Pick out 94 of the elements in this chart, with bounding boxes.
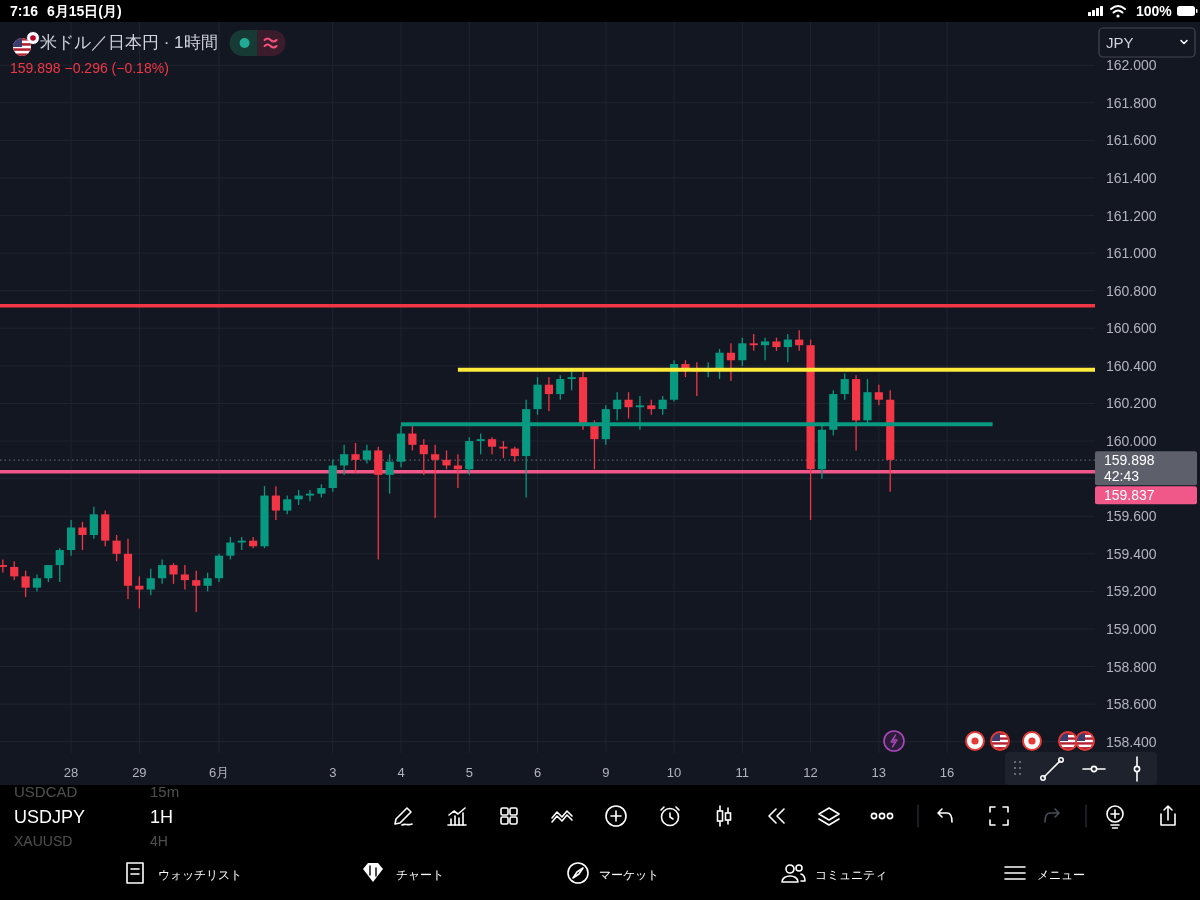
y-tick-label: 159.000 xyxy=(1106,620,1157,637)
text: 159.898 −0.296 (−0.18%) xyxy=(10,60,169,76)
candlestick xyxy=(431,444,440,519)
candlestick xyxy=(385,453,394,495)
candlestick xyxy=(874,384,883,406)
text: 15m xyxy=(150,783,180,800)
candlestick xyxy=(283,494,292,515)
y-tick-label: 161.400 xyxy=(1106,169,1157,186)
candlestick xyxy=(738,337,747,367)
candlestick xyxy=(476,432,485,455)
x-tick-label: 6月 xyxy=(208,765,230,780)
y-tick-label: 158.800 xyxy=(1106,658,1157,675)
y-tick-label: 158.400 xyxy=(1106,733,1157,750)
x-tick-label: 11 xyxy=(735,765,750,780)
candlestick xyxy=(408,425,417,452)
candlestick xyxy=(783,333,792,363)
candlestick xyxy=(340,444,349,476)
x-tick-label: 9 xyxy=(602,765,610,780)
x-tick-label: 12 xyxy=(803,765,818,780)
y-tick-label: 159.400 xyxy=(1106,545,1157,562)
candlestick xyxy=(21,570,30,598)
x-tick-label: 4 xyxy=(397,765,405,780)
x-tick-label: 6 xyxy=(533,765,542,780)
x-tick-label: 29 xyxy=(132,765,147,780)
y-tick-label: 159.600 xyxy=(1106,508,1157,525)
candlestick xyxy=(760,337,770,361)
y-tick-label: 160.800 xyxy=(1106,282,1157,299)
candlestick xyxy=(10,560,19,581)
text: 米ドル／日本円 · 1時間 xyxy=(40,33,218,52)
candlestick xyxy=(544,376,554,412)
candlestick xyxy=(624,391,633,420)
candlestick xyxy=(169,562,178,585)
candlestick xyxy=(351,442,360,474)
candlestick xyxy=(726,342,736,382)
y-tick-label: 162.000 xyxy=(1106,57,1157,74)
candlestick xyxy=(112,534,121,562)
candlestick xyxy=(328,459,337,493)
text: 42:43 xyxy=(1104,468,1140,485)
x-tick-label: 3 xyxy=(329,765,337,780)
y-tick-label: 161.800 xyxy=(1106,94,1157,111)
y-tick-label: 160.000 xyxy=(1106,433,1157,450)
text: USDCAD xyxy=(14,783,78,800)
text: JPY xyxy=(1106,34,1134,51)
candlestick xyxy=(89,506,98,540)
text: 4H xyxy=(150,833,168,849)
text: 7:16 xyxy=(10,3,39,19)
candlestick xyxy=(362,444,371,465)
x-tick-label: 16 xyxy=(939,765,955,780)
x-tick-label: 10 xyxy=(666,765,682,780)
candlestick xyxy=(271,485,280,521)
text: ウォッチリスト xyxy=(158,868,242,882)
candlestick xyxy=(453,453,463,489)
candlestick xyxy=(305,489,315,502)
text: 100% xyxy=(1136,3,1173,19)
text: メニュー xyxy=(1037,868,1085,882)
candlestick xyxy=(192,570,201,613)
x-tick-label: 28 xyxy=(63,765,79,780)
candlestick xyxy=(55,547,64,583)
candlestick xyxy=(203,571,212,593)
candlestick xyxy=(590,419,599,470)
text: マーケット xyxy=(599,868,659,882)
candlestick xyxy=(658,395,667,416)
y-tick-label: 161.600 xyxy=(1106,132,1157,149)
ref-line-label: 159.837 xyxy=(1104,487,1155,504)
candlestick xyxy=(442,449,451,470)
y-tick-label: 160.200 xyxy=(1106,395,1157,412)
candlestick xyxy=(67,519,76,557)
y-tick-label: 161.200 xyxy=(1106,207,1157,224)
candlestick xyxy=(78,521,87,551)
candlestick xyxy=(715,348,724,380)
candlestick xyxy=(419,438,428,476)
text: 6月15日(月) xyxy=(47,3,122,19)
y-tick-label: 159.200 xyxy=(1106,583,1157,600)
text: XAUUSD xyxy=(14,833,73,849)
candlestick xyxy=(226,536,235,561)
candlestick xyxy=(158,558,167,585)
x-tick-label: 13 xyxy=(871,765,887,780)
candlestick xyxy=(135,575,144,609)
y-tick-label: 158.600 xyxy=(1106,696,1157,713)
candlestick xyxy=(613,391,622,422)
ref-line-label: 159.898 xyxy=(1104,452,1155,469)
candlestick xyxy=(214,553,224,583)
text: コミュニティ xyxy=(815,868,887,882)
text: USDJPY xyxy=(14,807,86,827)
text: 1H xyxy=(150,807,174,827)
candlestick xyxy=(556,374,565,401)
candlestick xyxy=(840,372,849,401)
candlestick xyxy=(146,568,155,596)
x-tick-label: 5 xyxy=(465,765,473,780)
text: チャート xyxy=(396,868,444,882)
y-tick-label: 160.400 xyxy=(1106,357,1157,374)
y-tick-label: 160.600 xyxy=(1106,320,1157,337)
candlestick xyxy=(180,564,189,591)
y-tick-label: 161.000 xyxy=(1106,245,1157,262)
